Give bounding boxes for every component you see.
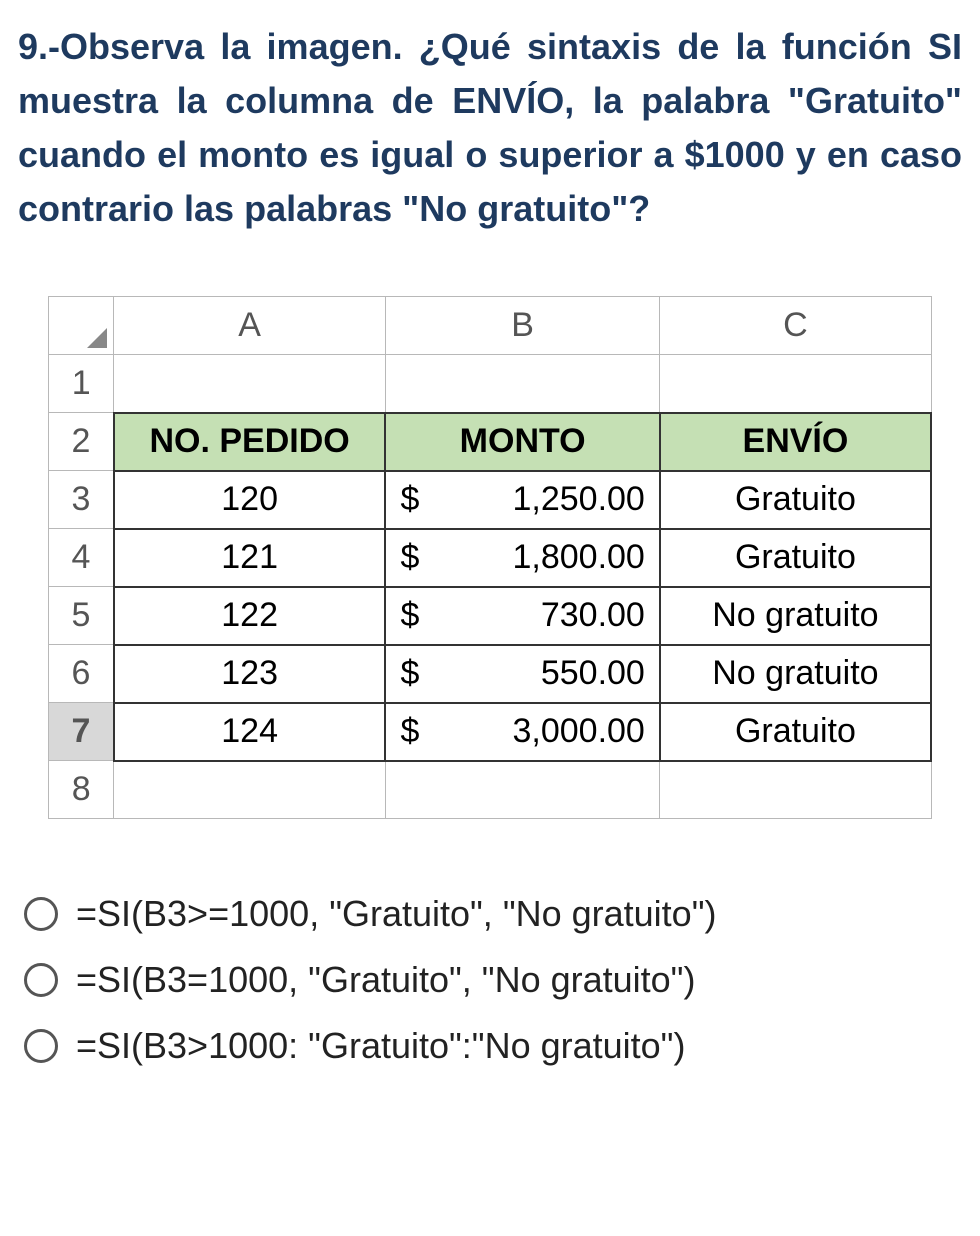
currency-symbol: $ (400, 538, 419, 577)
option-label: =SI(B3>1000: "Gratuito":"No gratuito") (76, 1025, 685, 1067)
cell-monto[interactable]: $ 1,250.00 (385, 471, 659, 529)
table-row: 7 124 $ 3,000.00 Gratuito (49, 703, 932, 761)
currency-value: 550.00 (541, 654, 645, 693)
header-monto[interactable]: MONTO (385, 413, 659, 471)
row-number[interactable]: 3 (49, 471, 114, 529)
currency-symbol: $ (400, 596, 419, 635)
question-text: 9.-Observa la imagen. ¿Qué sintaxis de l… (18, 20, 962, 236)
cell-pedido[interactable]: 120 (114, 471, 386, 529)
cell-envio[interactable]: Gratuito (660, 471, 931, 529)
cell-pedido[interactable]: 124 (114, 703, 386, 761)
table-row: 6 123 $ 550.00 No gratuito (49, 645, 932, 703)
header-envio[interactable]: ENVÍO (660, 413, 931, 471)
row-number-selected[interactable]: 7 (49, 703, 114, 761)
spreadsheet-container: A B C 1 2 NO. PEDIDO MONTO ENVÍO 3 120 $… (18, 296, 962, 869)
cell-b1[interactable] (385, 355, 659, 413)
currency-symbol: $ (400, 712, 419, 751)
column-header-a[interactable]: A (114, 297, 386, 355)
row-number[interactable]: 6 (49, 645, 114, 703)
row-number[interactable]: 8 (49, 761, 114, 819)
cell-monto[interactable]: $ 730.00 (385, 587, 659, 645)
options-group: =SI(B3>=1000, "Gratuito", "No gratuito")… (18, 893, 962, 1067)
table-header-row: 2 NO. PEDIDO MONTO ENVÍO (49, 413, 932, 471)
table-row: 4 121 $ 1,800.00 Gratuito (49, 529, 932, 587)
cell-monto[interactable]: $ 1,800.00 (385, 529, 659, 587)
currency-value: 1,800.00 (512, 538, 644, 577)
table-row: 5 122 $ 730.00 No gratuito (49, 587, 932, 645)
currency-value: 3,000.00 (512, 712, 644, 751)
option-3[interactable]: =SI(B3>1000: "Gratuito":"No gratuito") (24, 1025, 956, 1067)
row-8: 8 (49, 761, 932, 819)
spreadsheet-table: A B C 1 2 NO. PEDIDO MONTO ENVÍO 3 120 $… (48, 296, 932, 819)
cell-a1[interactable] (114, 355, 386, 413)
cell-pedido[interactable]: 122 (114, 587, 386, 645)
column-header-b[interactable]: B (385, 297, 659, 355)
cell-pedido[interactable]: 123 (114, 645, 386, 703)
row-number[interactable]: 1 (49, 355, 114, 413)
column-header-c[interactable]: C (660, 297, 931, 355)
currency-value: 730.00 (541, 596, 645, 635)
radio-icon[interactable] (24, 963, 58, 997)
row-number[interactable]: 5 (49, 587, 114, 645)
cell-c8[interactable] (660, 761, 931, 819)
header-pedido[interactable]: NO. PEDIDO (114, 413, 386, 471)
cell-envio[interactable]: No gratuito (660, 645, 931, 703)
option-label: =SI(B3>=1000, "Gratuito", "No gratuito") (76, 893, 716, 935)
cell-monto[interactable]: $ 3,000.00 (385, 703, 659, 761)
column-header-row: A B C (49, 297, 932, 355)
cell-a8[interactable] (114, 761, 386, 819)
cell-c1[interactable] (660, 355, 931, 413)
option-2[interactable]: =SI(B3=1000, "Gratuito", "No gratuito") (24, 959, 956, 1001)
table-row: 3 120 $ 1,250.00 Gratuito (49, 471, 932, 529)
radio-icon[interactable] (24, 897, 58, 931)
cell-b8[interactable] (385, 761, 659, 819)
row-1: 1 (49, 355, 932, 413)
currency-symbol: $ (400, 654, 419, 693)
row-number[interactable]: 2 (49, 413, 114, 471)
select-all-cell[interactable] (49, 297, 114, 355)
currency-symbol: $ (400, 480, 419, 519)
currency-value: 1,250.00 (512, 480, 644, 519)
cell-monto[interactable]: $ 550.00 (385, 645, 659, 703)
cell-envio[interactable]: No gratuito (660, 587, 931, 645)
row-number[interactable]: 4 (49, 529, 114, 587)
option-label: =SI(B3=1000, "Gratuito", "No gratuito") (76, 959, 695, 1001)
radio-icon[interactable] (24, 1029, 58, 1063)
cell-envio[interactable]: Gratuito (660, 703, 931, 761)
cell-pedido[interactable]: 121 (114, 529, 386, 587)
cell-envio[interactable]: Gratuito (660, 529, 931, 587)
option-1[interactable]: =SI(B3>=1000, "Gratuito", "No gratuito") (24, 893, 956, 935)
